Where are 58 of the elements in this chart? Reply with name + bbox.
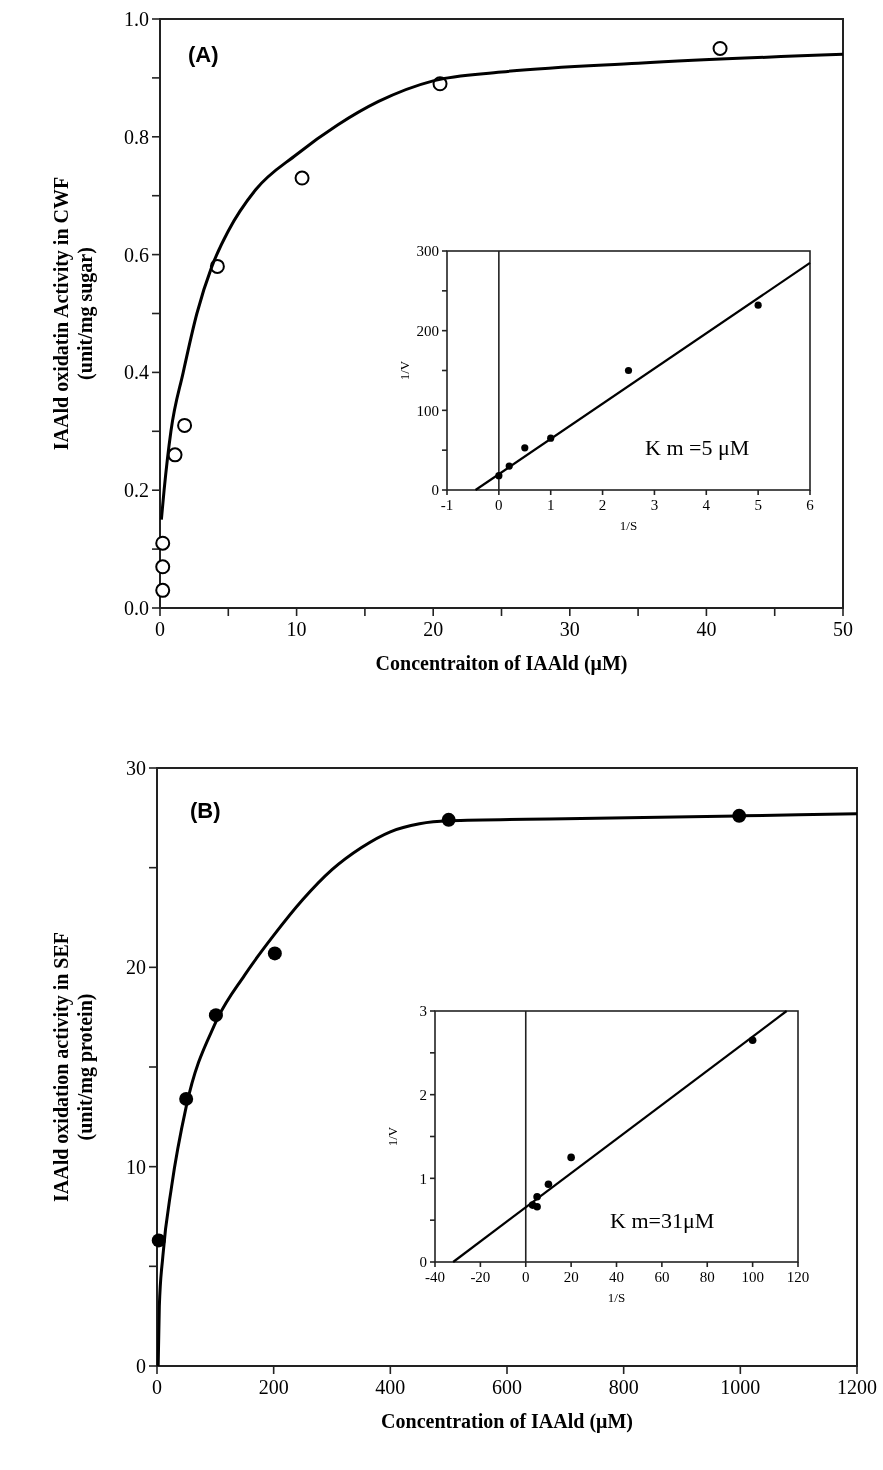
y-tick-label: 0.2: [124, 479, 149, 502]
x-tick-label: -1: [440, 497, 454, 513]
y-axis-title: 1/V: [397, 360, 412, 381]
x-tick-label: 200: [258, 1376, 289, 1398]
y-axis-title: IAAld oxidatin Activity in CWF (unit/mg sugar): [50, 176, 97, 451]
annotation: K m =5 μM: [645, 435, 750, 460]
x-tick-label: 0: [155, 618, 165, 640]
x-tick-label: 100: [741, 1269, 764, 1285]
x-axis-title: Concentraiton of IAAld (μM): [375, 652, 628, 675]
x-tick-label: 80: [699, 1269, 715, 1285]
x-tick-label: 600: [492, 1376, 522, 1398]
x-tick-label: 40: [609, 1269, 624, 1285]
x-tick-label: 2: [598, 497, 607, 513]
y-tick-label: 0.6: [124, 243, 149, 266]
y-tick-label: 200: [416, 322, 439, 339]
x-tick-label: 0: [495, 497, 503, 513]
x-axis-title: Concentration of IAAld (μM): [381, 1410, 633, 1433]
y-tick-label: 1.0: [124, 8, 149, 30]
y-tick-label: 0.4: [124, 361, 149, 384]
y-tick-label: 300: [416, 243, 439, 260]
y-tick-label: 0.8: [124, 125, 149, 148]
y-tick-label: 3: [419, 1003, 427, 1020]
x-tick-label: 40: [696, 618, 717, 640]
annotation: (B): [190, 798, 221, 823]
y-axis-title: IAAld oxidation activity in SEF (unit/mg protein): [50, 931, 97, 1203]
x-tick-label: 60: [654, 1269, 670, 1285]
x-tick-label: 3: [650, 497, 659, 513]
x-tick-label: 0: [522, 1269, 530, 1285]
x-tick-label: 1200: [837, 1376, 877, 1398]
annotation: K m=31μM: [610, 1208, 715, 1233]
y-tick-label: 30: [126, 757, 146, 779]
y-tick-label: 0.0: [124, 597, 149, 619]
x-tick-label: 120: [786, 1269, 810, 1285]
x-axis-title: 1/S: [607, 1290, 626, 1305]
x-tick-label: 1000: [720, 1376, 761, 1398]
x-tick-label: 1: [546, 497, 555, 513]
y-tick-label: 10: [126, 1155, 146, 1178]
y-axis-title: 1/V: [385, 1126, 400, 1147]
y-tick-label: 20: [126, 956, 146, 979]
x-tick-label: 10: [286, 618, 307, 640]
y-tick-label: 0: [136, 1355, 146, 1377]
x-axis-title: 1/S: [619, 518, 638, 533]
x-tick-label: 20: [563, 1269, 579, 1285]
x-tick-label: 5: [754, 497, 762, 513]
y-tick-label: 1: [419, 1170, 427, 1187]
y-tick-label: 100: [416, 402, 439, 419]
x-tick-label: -20: [470, 1269, 491, 1285]
y-tick-label: 2: [419, 1086, 427, 1103]
x-tick-label: 6: [806, 497, 815, 513]
x-tick-label: 50: [833, 618, 853, 640]
y-tick-label: 0: [419, 1254, 427, 1271]
x-tick-label: 30: [559, 618, 580, 640]
x-tick-label: 4: [702, 497, 711, 513]
y-tick-label: 0: [431, 482, 439, 499]
annotation: (A): [188, 42, 219, 67]
x-tick-label: 400: [375, 1376, 406, 1398]
x-tick-label: 800: [608, 1376, 639, 1398]
x-tick-label: -40: [425, 1269, 445, 1285]
